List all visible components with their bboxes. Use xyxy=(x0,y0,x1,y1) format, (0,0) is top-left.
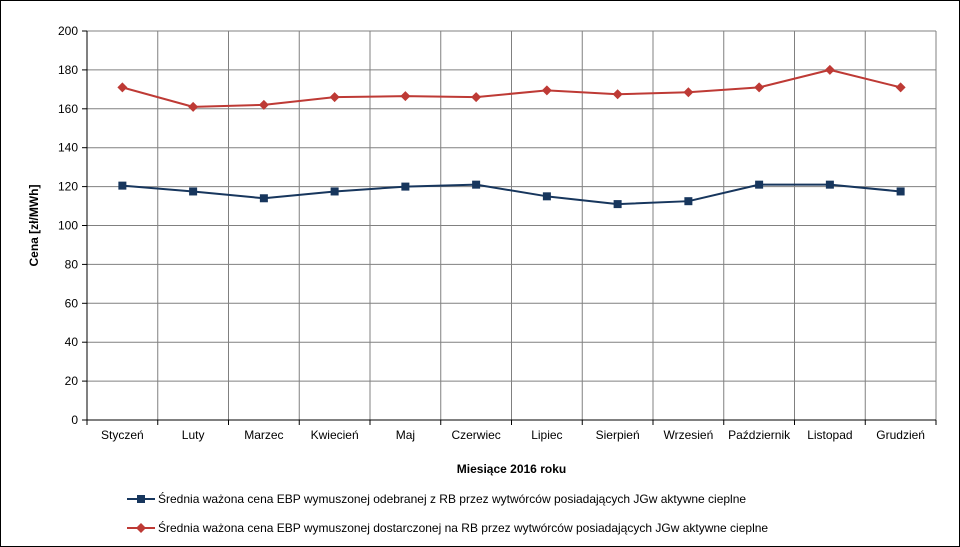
y-axis-title: Cena [zł/MWh] xyxy=(27,185,41,267)
y-tick-label: 80 xyxy=(65,257,79,271)
x-tick-label: Październik xyxy=(728,428,791,442)
data-point xyxy=(188,101,199,112)
y-tick-label: 200 xyxy=(58,24,78,38)
y-tick-label: 20 xyxy=(65,374,79,388)
data-point xyxy=(895,82,906,93)
y-tick-label: 40 xyxy=(65,335,79,349)
series-2 xyxy=(117,64,906,112)
x-tick-label: Luty xyxy=(182,428,205,442)
data-point xyxy=(896,187,905,196)
data-point xyxy=(259,194,268,203)
x-tick-label: Styczeń xyxy=(101,428,144,442)
y-tick-label: 0 xyxy=(71,413,78,427)
x-tick-label: Marzec xyxy=(244,428,283,442)
x-tick-label: Listopad xyxy=(807,428,852,442)
x-tick-label: Lipiec xyxy=(531,428,562,442)
data-point xyxy=(613,200,622,209)
data-point xyxy=(117,82,128,93)
legend-entry-2: Średnia ważona cena EBP wymuszonej dosta… xyxy=(127,520,768,535)
data-point xyxy=(329,92,340,103)
y-tick-label: 140 xyxy=(58,141,78,155)
data-point xyxy=(189,187,198,196)
data-point xyxy=(683,87,694,98)
y-tick-label: 160 xyxy=(58,102,78,116)
x-tick-label: Czerwiec xyxy=(451,428,500,442)
legend-label: Średnia ważona cena EBP wymuszonej dosta… xyxy=(158,520,768,535)
series-1 xyxy=(118,180,905,209)
data-point xyxy=(258,99,269,110)
legend-marker xyxy=(136,523,146,533)
legend: Średnia ważona cena EBP wymuszonej odebr… xyxy=(127,491,768,535)
x-tick-label: Sierpień xyxy=(596,428,640,442)
data-point xyxy=(471,92,482,103)
series-layer xyxy=(117,64,906,209)
x-tick-label: Grudzień xyxy=(876,428,925,442)
data-point xyxy=(541,85,552,96)
x-axis-ticks: Styczeń Luty Marzec Kwiecień Maj Czerwiec Lipi… xyxy=(86,420,937,442)
data-point xyxy=(400,91,411,102)
data-point xyxy=(824,64,835,75)
data-point xyxy=(755,180,764,189)
y-tick-label: 180 xyxy=(58,63,78,77)
series-line xyxy=(122,183,901,206)
data-point xyxy=(825,180,834,189)
data-point xyxy=(472,180,481,189)
legend-entry-1: Średnia ważona cena EBP wymuszonej odebr… xyxy=(127,491,746,506)
grid xyxy=(87,30,937,420)
data-point xyxy=(542,192,551,201)
data-point xyxy=(754,82,765,93)
data-point xyxy=(684,197,693,206)
y-axis-ticks: 0 20 40 60 80 100 120 140 160 180 200 xyxy=(58,24,87,427)
data-point xyxy=(118,181,127,190)
legend-label: Średnia ważona cena EBP wymuszonej odebr… xyxy=(158,491,746,506)
data-point xyxy=(401,182,410,191)
x-tick-label: Wrzesień xyxy=(663,428,713,442)
y-tick-label: 120 xyxy=(58,180,78,194)
series-line xyxy=(122,68,901,108)
y-tick-label: 100 xyxy=(58,219,78,233)
data-point xyxy=(612,89,623,100)
legend-marker xyxy=(137,495,145,503)
data-point xyxy=(330,187,339,196)
x-tick-label: Maj xyxy=(396,428,415,442)
y-tick-label: 60 xyxy=(65,296,79,310)
x-axis-title: Miesiące 2016 roku xyxy=(457,462,566,476)
x-tick-label: Kwiecień xyxy=(311,428,359,442)
